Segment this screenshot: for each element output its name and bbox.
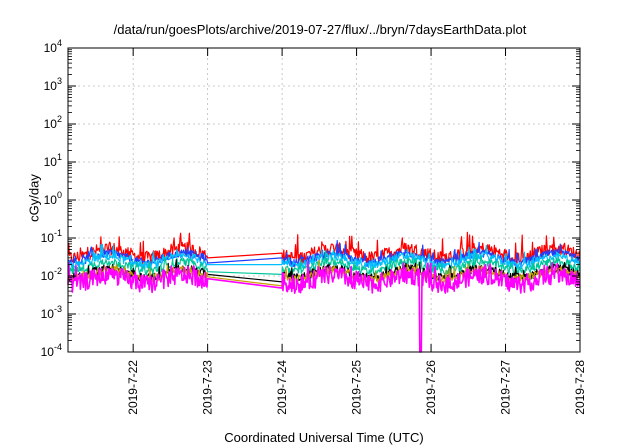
x-tick-label: 2019-7-24 [275,360,289,415]
y-tick-label: 104 [44,38,62,55]
x-tick-labels: 2019-7-22 2019-7-23 2019-7-24 2019-7-25 2019… [126,360,587,415]
series-line [67,243,581,270]
y-tick-label: 102 [44,114,62,131]
grid-lines [68,48,580,352]
y-tick-label: 10-2 [41,266,62,283]
x-tick-label: 2019-7-27 [499,360,513,415]
series-line [67,261,581,353]
y-tick-label: 10-3 [41,304,62,321]
x-tick-label: 2019-7-26 [424,360,438,415]
y-tick-label: 10-4 [41,342,62,359]
y-tick-label: 10-1 [41,228,62,245]
axis-ticks [68,47,581,353]
x-tick-label: 2019-7-22 [126,360,140,415]
y-tick-label: 103 [44,76,62,93]
y-tick-label: 101 [44,152,62,169]
series-line [67,250,581,276]
x-tick-label: 2019-7-25 [350,360,364,415]
y-tick-label: 100 [44,190,62,207]
y-tick-labels: 10-4 10-3 10-2 10-1 100 101 102 103 104 [41,38,62,359]
x-tick-label: 2019-7-23 [201,360,215,415]
x-tick-label: 2019-7-28 [573,360,587,415]
x-axis-label: Coordinated Universal Time (UTC) [224,430,424,445]
series-traces [67,231,581,353]
series-line [67,231,581,265]
chart-title: /data/run/goesPlots/archive/2019-07-27/f… [113,22,527,37]
